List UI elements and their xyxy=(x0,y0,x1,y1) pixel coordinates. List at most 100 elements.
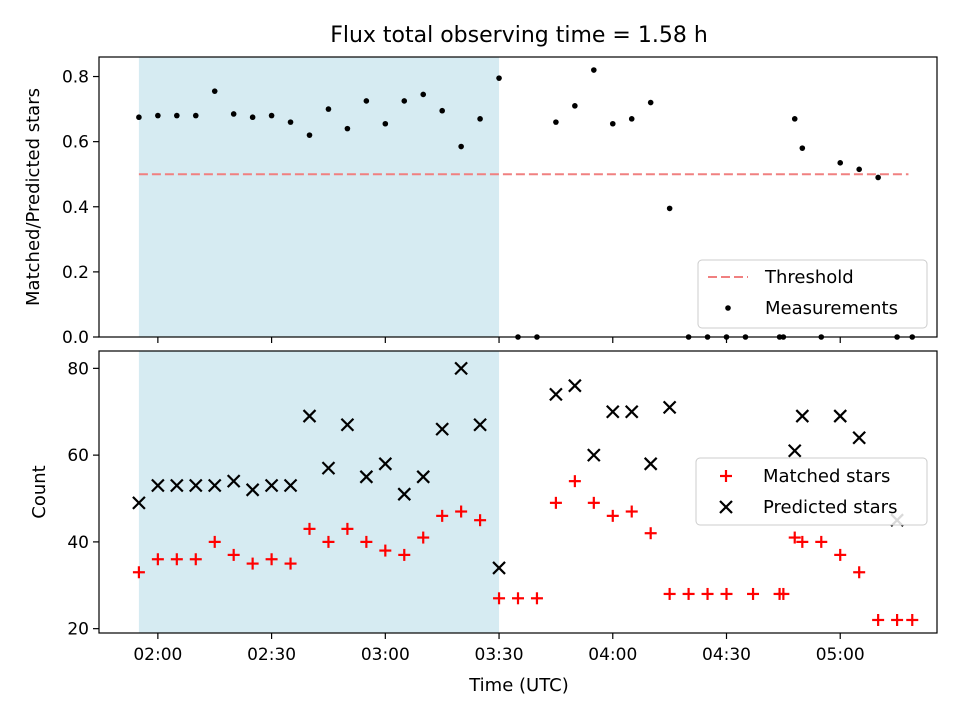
measurement-point xyxy=(268,112,275,119)
matched-stars-point xyxy=(720,587,733,600)
measurement-point xyxy=(401,98,408,104)
y-tick-label: 80 xyxy=(67,359,89,379)
matched-stars-point xyxy=(834,548,847,561)
measurement-point xyxy=(249,114,256,121)
measurement-point xyxy=(439,107,445,114)
x-tick-label: 04:30 xyxy=(702,645,751,665)
x-tick-label: 02:30 xyxy=(247,645,296,665)
measurement-point xyxy=(799,145,806,151)
predicted-stars-point xyxy=(188,478,203,493)
matched-stars-point xyxy=(587,496,600,509)
matched-stars-point xyxy=(170,553,183,566)
y-tick-label: 0.0 xyxy=(62,328,89,348)
matched-stars-point xyxy=(796,535,809,548)
measurement-point xyxy=(287,119,294,125)
legend-matched-label: Matched stars xyxy=(763,466,890,487)
measurement-point xyxy=(591,67,597,73)
measurement-point xyxy=(192,112,199,119)
matched-stars-point xyxy=(891,613,904,626)
x-axis-label: Time (UTC) xyxy=(468,675,569,696)
predicted-stars-point xyxy=(833,409,848,423)
measurement-point xyxy=(477,116,483,122)
measurement-point xyxy=(875,174,881,181)
measurement-point xyxy=(647,99,654,106)
matched-stars-point xyxy=(872,613,885,626)
predicted-stars-point xyxy=(852,430,866,445)
legend-threshold-label: Threshold xyxy=(764,267,854,288)
matched-stars-point xyxy=(701,587,714,600)
matched-stars-point xyxy=(568,475,581,488)
predicted-stars-point xyxy=(207,478,222,493)
matched-stars-point xyxy=(474,514,487,527)
predicted-stars-point xyxy=(170,478,184,493)
legend-measurements-swatch xyxy=(725,305,731,311)
measurement-point xyxy=(420,91,427,98)
measurement-point xyxy=(363,98,370,104)
matched-stars-point xyxy=(530,592,543,605)
matched-stars-point xyxy=(644,527,657,540)
y-tick-label: 0.2 xyxy=(62,263,89,283)
measurement-point xyxy=(496,75,502,81)
predicted-stars-point xyxy=(359,470,374,484)
predicted-stars-point xyxy=(624,404,639,419)
predicted-stars-point xyxy=(549,387,563,402)
matched-stars-point xyxy=(417,531,430,544)
top-shaded-interval xyxy=(138,57,500,337)
y-tick-label: 20 xyxy=(67,620,89,640)
predicted-stars-point xyxy=(795,409,810,423)
matched-stars-point xyxy=(436,509,449,522)
top-y-ticks: 0.0 0.2 0.4 0.6 0.8 xyxy=(62,68,99,348)
matched-stars-point xyxy=(341,522,354,535)
legend-predicted-swatch xyxy=(719,500,733,514)
matched-stars-point xyxy=(815,535,828,548)
predicted-stars-point xyxy=(605,404,620,419)
y-tick-label: 0.6 xyxy=(62,133,89,153)
matched-stars-point xyxy=(625,505,638,518)
matched-stars-point xyxy=(493,592,506,605)
bottom-legend-box xyxy=(695,457,928,526)
predicted-stars-point xyxy=(454,361,468,376)
matched-stars-point xyxy=(455,505,468,518)
measurement-point xyxy=(325,106,332,112)
y-tick-label: 0.8 xyxy=(62,68,89,88)
x-tick-label: 04:00 xyxy=(588,645,637,665)
matched-stars-point xyxy=(208,535,221,548)
bottom-shaded-interval xyxy=(138,351,500,633)
predicted-stars-point xyxy=(321,461,336,475)
measurement-point xyxy=(230,111,237,117)
matched-stars-series xyxy=(132,475,919,626)
matched-stars-point xyxy=(512,592,524,605)
predicted-stars-point xyxy=(132,496,146,510)
predicted-stars-point xyxy=(245,483,260,497)
x-tick-label: 05:00 xyxy=(816,645,865,665)
measurement-point xyxy=(666,205,673,212)
top-y-axis-label: Matched/Predicted stars xyxy=(23,88,44,306)
top-x-ticks xyxy=(157,337,841,343)
measurement-point xyxy=(856,166,862,173)
measurement-point xyxy=(458,143,464,150)
bottom-legend: Matched stars Predicted stars xyxy=(695,457,928,526)
matched-stars-point xyxy=(151,553,164,566)
matched-stars-point xyxy=(663,587,676,600)
predicted-stars-point xyxy=(587,448,601,462)
x-tick-label: 02:00 xyxy=(133,645,182,665)
y-tick-label: 0.4 xyxy=(62,198,89,218)
matched-stars-point xyxy=(284,557,297,570)
measurements-series xyxy=(136,67,916,340)
measurement-point xyxy=(837,160,844,166)
x-tick-label: 03:00 xyxy=(361,645,410,665)
measurement-point xyxy=(572,103,578,109)
matched-stars-point xyxy=(265,553,278,566)
predicted-stars-series xyxy=(132,361,904,575)
matched-stars-point xyxy=(379,544,392,557)
measurement-point xyxy=(553,119,559,125)
top-axes-frame xyxy=(98,56,938,338)
measurement-point xyxy=(628,116,635,122)
measurement-point xyxy=(791,116,798,122)
predicted-stars-point xyxy=(151,478,165,493)
matched-stars-point xyxy=(132,566,145,579)
matched-stars-point xyxy=(777,587,790,600)
bottom-y-axis-label: Count xyxy=(29,465,50,518)
matched-stars-point xyxy=(853,566,866,579)
